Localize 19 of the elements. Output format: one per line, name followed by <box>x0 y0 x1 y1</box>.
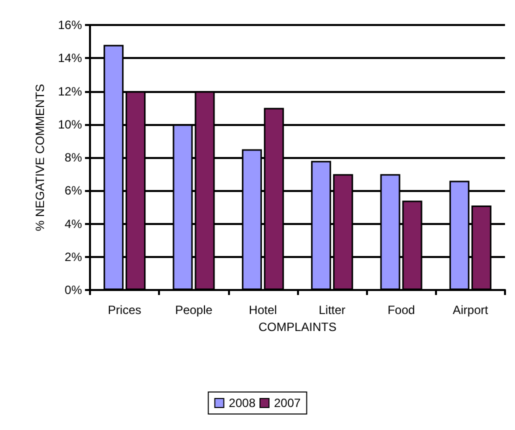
legend-label: 2007 <box>274 396 302 410</box>
x-axis-title: COMPLAINTS <box>258 320 337 334</box>
x-tick-label: Prices <box>108 303 142 317</box>
x-tick-label: Food <box>388 303 415 317</box>
x-tick-label: Litter <box>318 303 346 317</box>
legend-label: 2008 <box>228 396 256 410</box>
y-tick-label: 2% <box>64 250 82 264</box>
y-tick-label: 12% <box>58 84 82 98</box>
y-tick-label: 0% <box>64 283 82 297</box>
x-tick-label: Airport <box>452 303 489 317</box>
x-tick-label: People <box>175 303 213 317</box>
y-tick-label: 6% <box>64 184 82 198</box>
y-tick-label: 16% <box>58 18 82 32</box>
y-axis-title: % NEGATIVE COMMENTS <box>33 84 47 232</box>
x-tick-label: Hotel <box>248 303 277 317</box>
y-tick-label: 14% <box>58 51 82 66</box>
y-tick-label: 10% <box>58 117 82 132</box>
y-tick-label: 8% <box>64 150 82 164</box>
y-tick-label: 4% <box>64 216 82 231</box>
